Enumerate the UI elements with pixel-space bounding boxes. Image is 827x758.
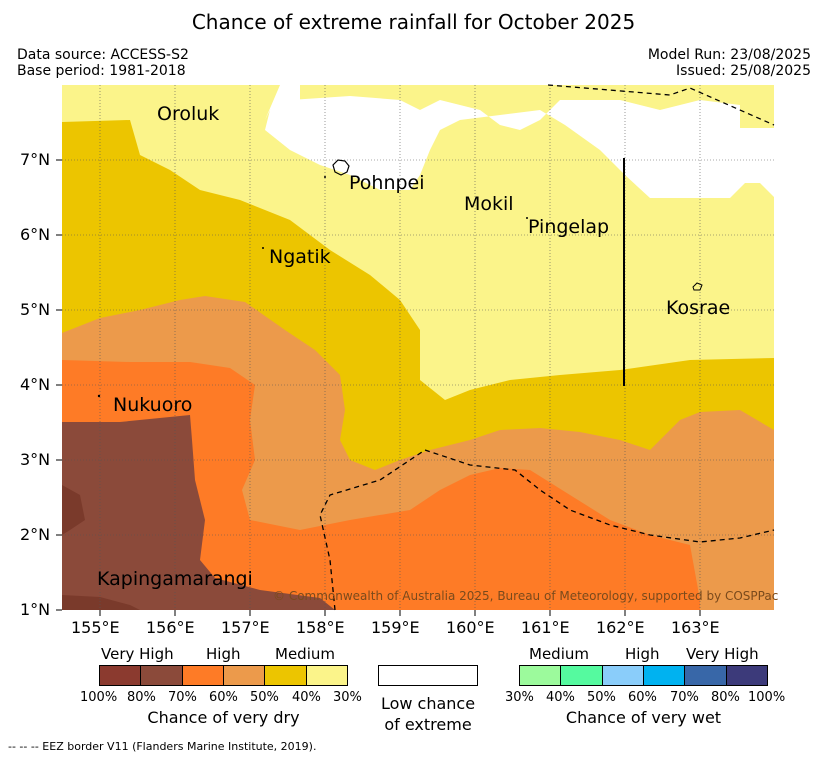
legend-wet-swatch-30-40 [520,666,562,685]
axis-ticks [56,159,701,616]
lat-label-6n: 6°N [20,225,51,244]
lat-label-5n: 5°N [20,300,51,319]
legend-wet-swatch-50-60 [602,666,644,685]
legend-dry-tick-50: 50% [250,690,279,705]
eez-footnote: -- -- -- EEZ border V11 (Flanders Marine… [8,740,317,753]
place-pohnpei: Pohnpei [349,172,425,194]
legend-wet-tick-60: 60% [628,690,657,705]
legend-wet-swatch-80-100 [726,666,767,685]
zone-low-chance [62,85,774,198]
lon-label-156e: 156°E [146,618,195,637]
copyright-notice: © Commonwealth of Australia 2025, Bureau… [273,589,779,603]
legend-low-swatch [378,665,478,686]
legend-low-caption-2: of extreme [384,715,472,734]
place-nukuoro: Nukuoro [113,394,193,416]
legend-wet-swatch-40-50 [561,666,603,685]
place-kapingamarangi: Kapingamarangi [97,568,253,590]
zone-very-high [62,415,335,610]
legend-low-caption-1: Low chance [380,694,476,713]
place-kosrae: Kosrae [666,297,731,319]
place-pingelap: Pingelap [528,216,610,238]
lon-label-155e: 155°E [71,618,120,637]
legend-wet-tick-100: 100% [748,690,786,705]
legend-wet-tick-30: 30% [505,690,534,705]
pohnpei-island [332,159,350,176]
zone-very-high-dark-south [62,595,140,610]
legend-dry-tick-40: 40% [292,690,321,705]
legend-wet-colorbar [519,665,768,686]
model-run: Model Run: 23/08/2025 [647,47,811,63]
legend-dry-swatch-50-40 [265,666,307,685]
legend-dry-swatch-70-60 [182,666,224,685]
legend-dry-swatch-100-80 [100,666,142,685]
legend-dry-caption: Chance of very dry [147,708,300,727]
legend-wet-medium: Medium [529,645,589,663]
place-oroluk: Oroluk [157,103,220,125]
lat-label-7n: 7°N [20,150,51,169]
legend-wet-high: High [625,645,660,663]
lon-label-157e: 157°E [221,618,270,637]
lat-label-3n: 3°N [20,450,51,469]
legend-dry-high: High [206,645,241,663]
legend-dry-tick-70: 70% [168,690,197,705]
lon-label-159e: 159°E [371,618,420,637]
lon-label-163e: 163°E [671,618,720,637]
base-period: Base period: 1981-2018 [17,63,186,79]
legend-dry-swatch-60-50 [223,666,266,685]
legend-dry-tick-80: 80% [127,690,156,705]
legend-wet-very-high: Very High [686,645,759,663]
legend-dry-tick-30: 30% [333,690,362,705]
legend-wet-tick-50: 50% [587,690,616,705]
legend-dry-swatch-80-70 [141,666,183,685]
zone-very-high-dark [62,485,85,535]
ant-atoll [324,176,326,178]
lat-label-4n: 4°N [20,375,51,394]
lon-label-161e: 161°E [521,618,570,637]
legend-wet-swatch-70-80 [685,666,727,685]
lat-label-1n: 1°N [20,600,51,619]
kosrae-island [692,282,703,291]
legend-dry-very-high: Very High [101,645,174,663]
legend-wet-caption: Chance of very wet [565,708,722,727]
place-mokil: Mokil [464,193,514,215]
lon-label-162e: 162°E [596,618,645,637]
zone-high [62,360,700,610]
legend-wet-tick-70: 70% [670,690,699,705]
lat-label-2n: 2°N [20,525,51,544]
data-source: Data source: ACCESS-S2 [17,47,189,63]
issued-date: Issued: 25/08/2025 [676,63,811,79]
nukuoro-atoll [97,394,101,398]
legend-wet-swatch-60-70 [643,666,686,685]
legend-dry-medium: Medium [275,645,335,663]
lon-label-158e: 158°E [296,618,345,637]
ngatik-atoll [262,247,264,249]
legend-wet-tick-80: 80% [711,690,740,705]
legend-dry-colorbar [99,665,348,686]
lon-label-160e: 160°E [446,618,495,637]
place-ngatik: Ngatik [269,246,331,268]
legend-dry-tick-60: 60% [209,690,238,705]
pingelap-atoll [526,217,528,219]
legend-wet-tick-40: 40% [546,690,575,705]
map-title: Chance of extreme rainfall for October 2… [191,10,636,34]
legend-dry-tick-100: 100% [80,690,118,705]
legend-dry-swatch-40-30 [306,666,347,685]
eez-border [319,84,775,611]
